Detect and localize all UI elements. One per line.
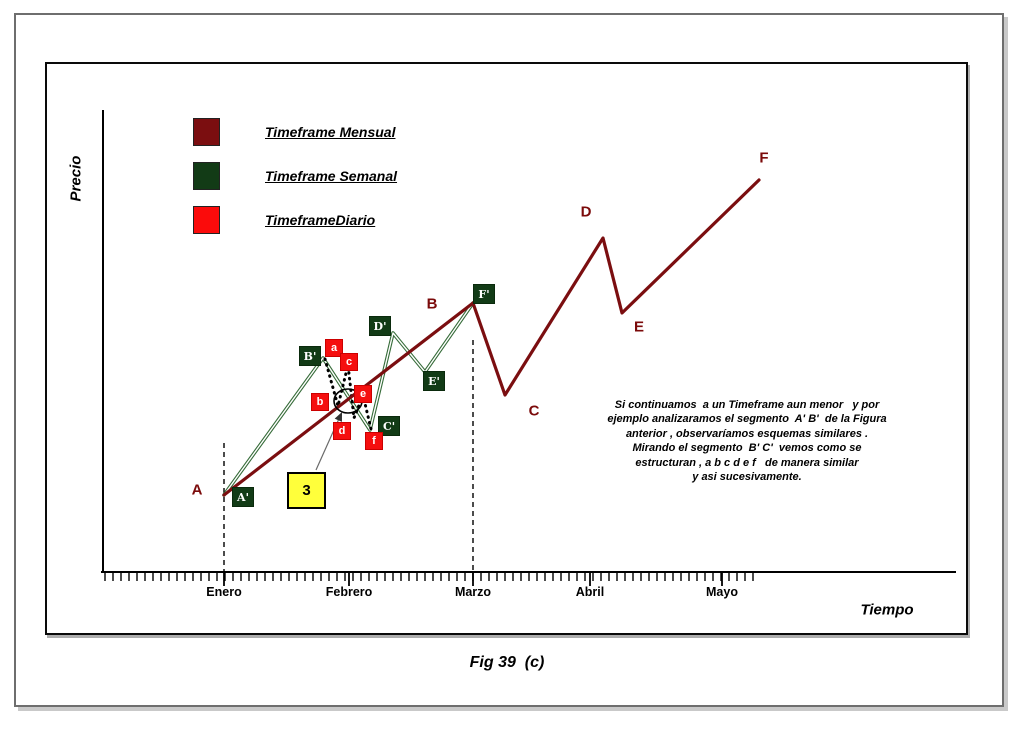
monthly-line: [222, 178, 761, 497]
outer-frame: [14, 13, 1004, 707]
legend-swatch-semanal-icon: [193, 161, 220, 190]
y-axis-label: Precio: [67, 155, 85, 202]
legend-swatch-diario-icon: [193, 205, 220, 234]
annotation-line-4: estructuran , a b c d e f de manera simi…: [635, 456, 859, 469]
annotation-line-2: anterior , observaríamos esquemas simila…: [625, 427, 869, 440]
annotation-line-0: Si continuamos a un Timeframe aun menor …: [614, 399, 880, 411]
callout-arrow-line: [315, 411, 343, 471]
annotation-line-5: y asi sucesivamente.: [692, 471, 802, 484]
legend-item-mensual: Timeframe Mensual: [193, 117, 396, 146]
x-axis-label: Tiempo: [860, 601, 914, 619]
legend-label-diario: TimeframeDiario: [265, 211, 376, 228]
annotation-line-1: ejemplo analizaramos el segmento A' B' d…: [607, 413, 887, 426]
legend-item-diario: TimeframeDiario: [193, 205, 376, 234]
legend-item-semanal: Timeframe Semanal: [193, 161, 398, 190]
callout-arrowhead-icon: [334, 412, 342, 422]
weekly-line-core: [223, 302, 474, 496]
chart-box: [45, 62, 968, 635]
legend-label-mensual: Timeframe Mensual: [265, 123, 396, 140]
annotation-text-block: Si continuamos a un Timeframe aun menor …: [593, 398, 901, 484]
annotation-line-3: Mirando el segmento B' C' vemos como se: [632, 442, 862, 455]
figure-caption: Fig 39 (c): [469, 654, 545, 671]
legend-swatch-mensual-icon: [193, 117, 220, 146]
legend-label-semanal: Timeframe Semanal: [265, 167, 398, 184]
